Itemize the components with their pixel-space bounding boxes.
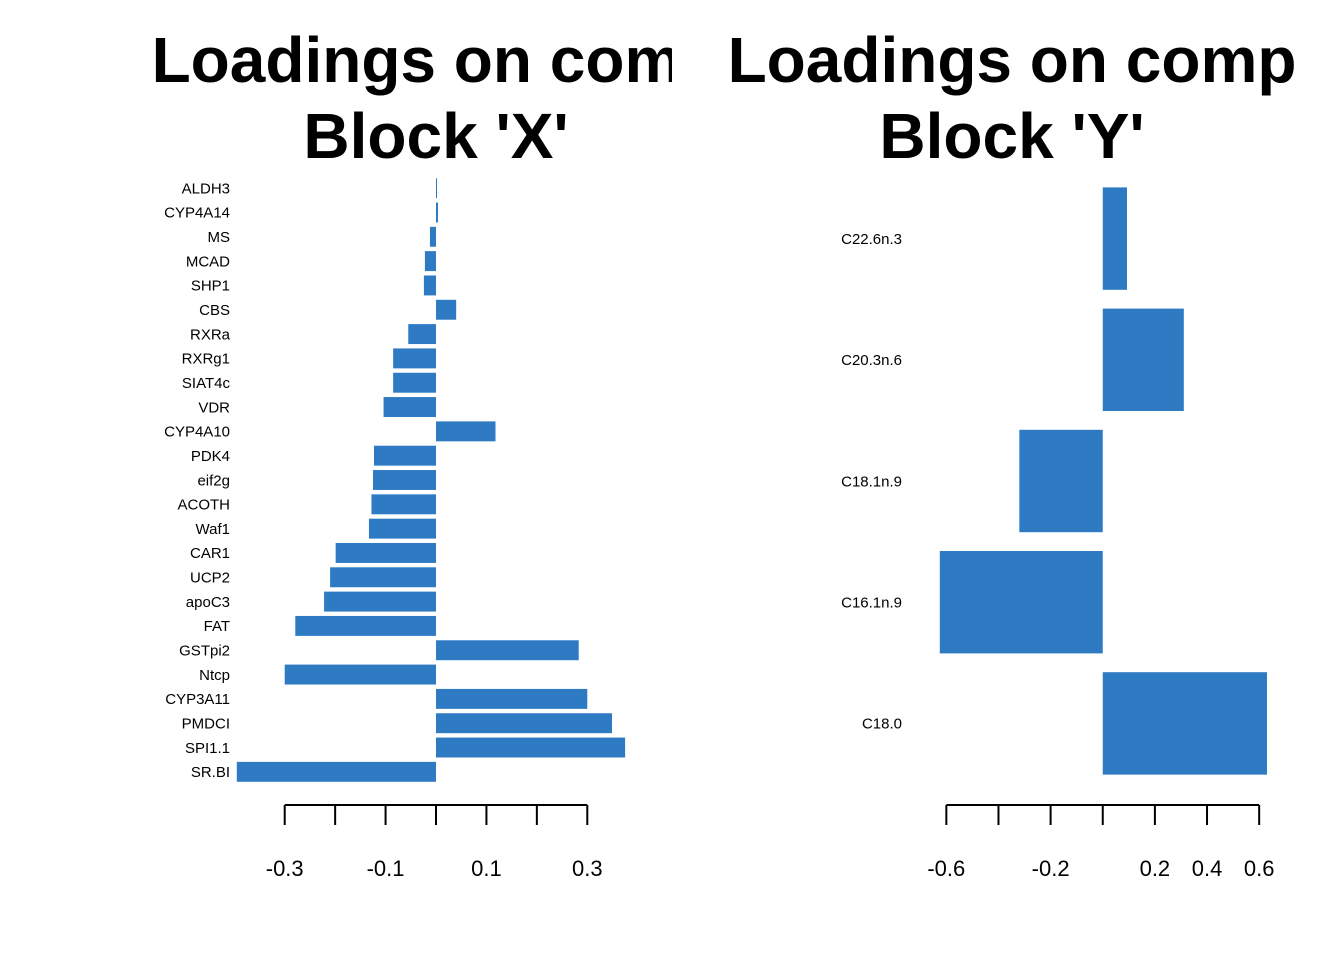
panel-y-bar-C16.1n.9	[939, 550, 1103, 654]
panel-y-x-tick-label: 0.4	[1192, 856, 1223, 881]
panel-x-category-label: ALDH3	[182, 180, 230, 197]
panel-x-bar-Ntcp	[284, 664, 436, 685]
panel-x-plot: ALDH3 CYP4A14 MS MCAD SHP1 CBS RXRa RXRg1 SIAT4c…	[164, 178, 626, 881]
panel-y-bar-C20.3n.6	[1102, 308, 1184, 412]
panel-y-plot: C22.6n.3 C20.3n.6 C18.1n.9 C16.1n.9 C18.0 -0.…	[841, 187, 1274, 881]
panel-x-bar-VDR	[383, 397, 436, 418]
panel-x-x-tick-label: 0.1	[471, 856, 502, 881]
panel-y-x-tick-label: 0.6	[1244, 856, 1275, 881]
panel-x-bar-RXRa	[408, 324, 436, 345]
panel-x-category-label: SIAT4c	[182, 375, 231, 392]
panel-x-bar-MS	[429, 226, 436, 247]
panel-x-category-label: PDK4	[191, 448, 230, 465]
panel-y-bar-C18.0	[1102, 672, 1267, 775]
panel-x-bar-MCAD	[424, 251, 436, 272]
panel-y-category-label: C18.1n.9	[841, 473, 902, 490]
panel-x-bar-CYP4A14	[436, 202, 439, 223]
panel-x-bar-SIAT4c	[393, 372, 436, 393]
panel-x-x-tick-label: 0.3	[572, 856, 603, 881]
panel-x-title-line1: Loadings on comp	[151, 24, 672, 96]
panel-x-category-label: GSTpi2	[179, 642, 230, 659]
panel-x-x-tick-label: -0.3	[266, 856, 304, 881]
panel-x-category-label: RXRa	[190, 326, 231, 343]
panel-x-bar-ACOTH	[371, 494, 436, 515]
panel-x-category-label: MCAD	[186, 253, 230, 270]
panel-y-bar-C22.6n.3	[1102, 187, 1127, 290]
panel-x-category-label: MS	[208, 229, 231, 246]
panel-x-bar-GSTpi2	[436, 640, 579, 661]
panel-x-category-label: CBS	[199, 302, 230, 319]
panel-y-category-label: C22.6n.3	[841, 231, 902, 248]
panel-y-category-label: C16.1n.9	[841, 594, 902, 611]
panel-x-title: Loadings on comp Block 'X'	[0, 22, 672, 174]
panel-x-bar-CAR1	[335, 542, 436, 563]
panel-x-category-label: CYP4A10	[164, 424, 230, 441]
panel-x-bar-eif2g	[372, 470, 436, 490]
panel-y-x-tick-label: -0.6	[927, 856, 965, 881]
panel-x-category-label: FAT	[204, 618, 230, 635]
panel-x-category-label: RXRg1	[182, 351, 230, 368]
panel-x-category-label: Ntcp	[199, 667, 230, 684]
panel-x-bar-Waf1	[368, 518, 436, 539]
panel-y-category-label: C18.0	[862, 716, 902, 733]
panel-y-category-label: C20.3n.6	[841, 352, 902, 369]
panel-x-category-label: SPI1.1	[185, 740, 230, 757]
panel-x-bar-SR.BI	[236, 761, 436, 782]
panel-x-category-label: CAR1	[190, 545, 230, 562]
panel-x-bar-UCP2	[330, 567, 436, 588]
panel-x-category-label: PMDCI	[182, 715, 230, 732]
panel-x-bar-SHP1	[423, 275, 436, 296]
panel-x-bar-RXRg1	[393, 348, 436, 369]
panel-x-category-label: apoC3	[186, 594, 230, 611]
panel-x-bar-PDK4	[373, 445, 436, 466]
panel-x-x-tick-label: -0.1	[367, 856, 405, 881]
panel-x-category-label: CYP4A14	[164, 205, 230, 222]
panel-y-title: Loadings on comp Block 'Y'	[672, 22, 1344, 174]
panel-x-bar-apoC3	[324, 591, 436, 612]
panel-y-title-line2: Block 'Y'	[879, 100, 1145, 172]
panel-x-category-label: SHP1	[191, 278, 230, 295]
panel-x-bar-FAT	[295, 615, 436, 636]
panel-x-bar-PMDCI	[436, 713, 612, 734]
panel-x-category-label: CYP3A11	[165, 691, 230, 708]
panel-x-category-label: Waf1	[196, 521, 230, 538]
panel-x-title-line2: Block 'X'	[303, 100, 569, 172]
panel-y-x-tick-label: 0.2	[1140, 856, 1171, 881]
panel-x-category-label: eif2g	[197, 472, 230, 489]
panel-x-bar-ALDH3	[436, 178, 438, 199]
panel-y-bar-C18.1n.9	[1019, 429, 1103, 533]
panel-x-bar-SPI1.1	[436, 737, 626, 758]
panel-x-category-label: VDR	[198, 399, 230, 416]
panel-x-bar-CYP3A11	[436, 688, 588, 709]
panel-x-category-label: UCP2	[190, 570, 230, 587]
panel-y-x-tick-label: -0.2	[1032, 856, 1070, 881]
panel-x-bar-CBS	[436, 299, 457, 320]
panel-x-category-label: SR.BI	[191, 764, 230, 781]
panel-y-title-line1: Loadings on comp	[727, 24, 1297, 96]
panel-x-category-label: ACOTH	[178, 497, 231, 514]
panel-x-bar-CYP4A10	[436, 421, 496, 442]
